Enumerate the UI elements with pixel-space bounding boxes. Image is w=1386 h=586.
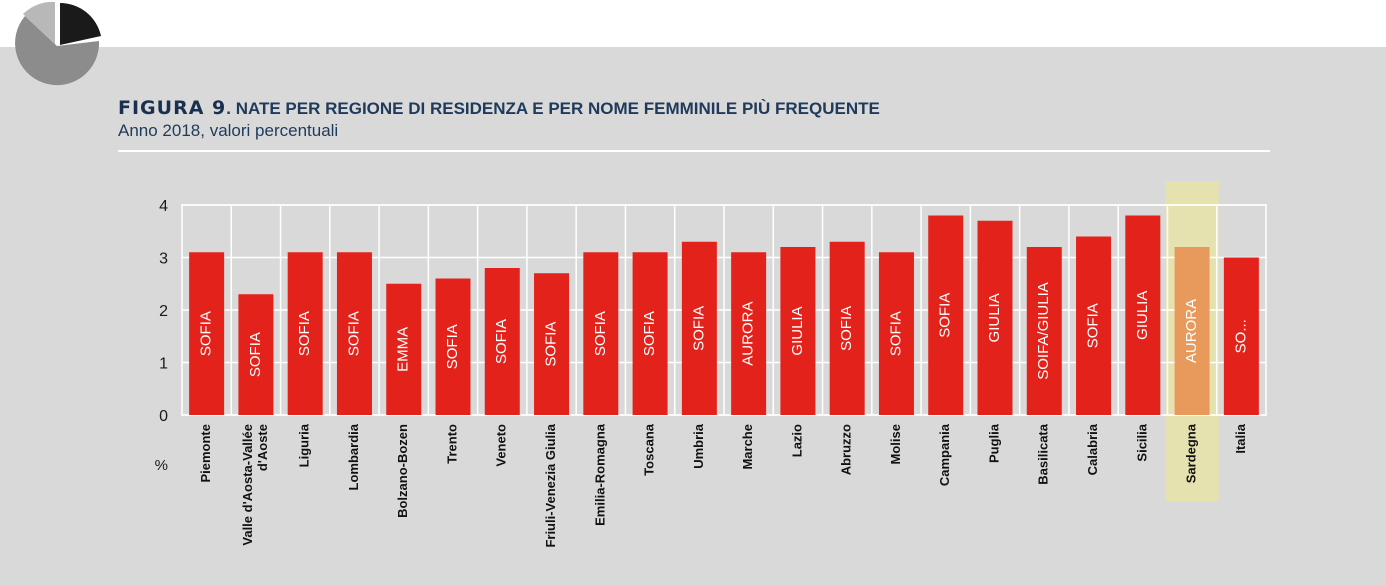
bar [829, 241, 865, 415]
x-category-label: Puglia [986, 423, 1001, 463]
bar-data-label: SOIFA/GIULIA [1035, 282, 1052, 380]
y-tick-label: 2 [159, 303, 168, 320]
x-category-label: Basilicata [1036, 423, 1051, 484]
x-category-label: Marche [740, 424, 755, 470]
x-category-label: Lazio [789, 424, 804, 457]
figure-subtitle: Anno 2018, valori percentuali [118, 121, 339, 140]
bar [878, 252, 914, 415]
bar-data-label: SOFIA [690, 306, 707, 351]
bar-data-label: GIULIA [1134, 291, 1151, 340]
bar [977, 220, 1013, 415]
x-category-label: Valle d'Aosta-Vallée [240, 424, 255, 546]
y-unit-label: % [155, 457, 168, 474]
title-divider [118, 150, 1270, 152]
x-category-label: Veneto [494, 424, 509, 467]
figure-label: FIGURA 9 [118, 97, 227, 119]
x-category-label: Bolzano-Bozen [395, 424, 410, 518]
bar-data-label: SOFIA [592, 311, 609, 356]
bar-data-label: SOFIA [543, 322, 560, 367]
figure-title-text: . NATE PER REGIONE DI RESIDENZA E PER NO… [226, 99, 880, 118]
bar-data-label: EMMA [395, 327, 412, 372]
x-category-label: Trento [444, 424, 459, 464]
figure-title: FIGURA 9. NATE PER REGIONE DI RESIDENZA … [118, 97, 880, 119]
bar-data-label: SOFIA [296, 311, 313, 356]
bar-data-label: SOFIA [345, 311, 362, 356]
bar [1076, 236, 1112, 415]
bar-data-label: SOFIA [887, 311, 904, 356]
bar-data-label: SOFIA [247, 332, 264, 377]
x-category-label: Molise [888, 424, 903, 464]
bar-data-label: SOFIA [641, 311, 658, 356]
bar [386, 283, 422, 415]
bar-data-label: AURORA [1183, 299, 1200, 363]
bar-data-label: SOFIA [838, 306, 855, 351]
bar [1223, 257, 1259, 415]
y-tick-label: 1 [159, 356, 168, 373]
x-category-label: Liguria [297, 423, 312, 467]
y-tick-label: 0 [159, 408, 168, 425]
x-category-label: Emilia-Romagna [592, 423, 607, 526]
bar [731, 252, 767, 415]
x-category-label: Campania [937, 423, 952, 486]
y-tick-label: 3 [159, 251, 168, 268]
bar-data-label: SOFIA [198, 311, 215, 356]
x-category-label: Sicilia [1134, 423, 1149, 461]
bar-data-label: GIULIA [789, 306, 806, 355]
bar [632, 252, 668, 415]
bar [435, 278, 471, 415]
x-category-label: Italia [1233, 423, 1248, 453]
bar [928, 215, 964, 415]
bar [780, 247, 816, 415]
x-category-label: Calabria [1085, 423, 1100, 475]
x-category-label: Toscana [642, 423, 657, 476]
bar [681, 241, 717, 415]
bar [189, 252, 225, 415]
bar [1026, 247, 1062, 415]
x-category-label: Sardegna [1184, 423, 1199, 483]
x-category-label: Friuli-Venezia Giulia [543, 423, 558, 547]
bar-data-label: SO... [1232, 319, 1249, 353]
bar [238, 294, 274, 415]
bar-data-label: SOFIA [1085, 303, 1102, 348]
bar-data-label: SOFIA [444, 324, 461, 369]
x-category-label: Umbria [691, 423, 706, 469]
x-category-label: d'Aoste [255, 424, 270, 471]
x-category-label: Lombardia [346, 423, 361, 490]
bar [583, 252, 619, 415]
pie-chart-logo-icon [15, 1, 101, 86]
y-tick-label: 4 [159, 198, 168, 215]
bar [1125, 215, 1161, 415]
x-category-label: Piemonte [198, 424, 213, 483]
bar-data-label: AURORA [740, 302, 757, 366]
bar [287, 252, 323, 415]
bar [336, 252, 372, 415]
bar-data-label: SOFIA [493, 319, 510, 364]
bar [534, 273, 570, 415]
bar [484, 268, 520, 415]
x-category-label: Abruzzo [839, 424, 854, 475]
bar [1174, 247, 1210, 415]
bar-data-label: GIULIA [986, 293, 1003, 342]
bar-data-label: SOFIA [937, 293, 954, 338]
